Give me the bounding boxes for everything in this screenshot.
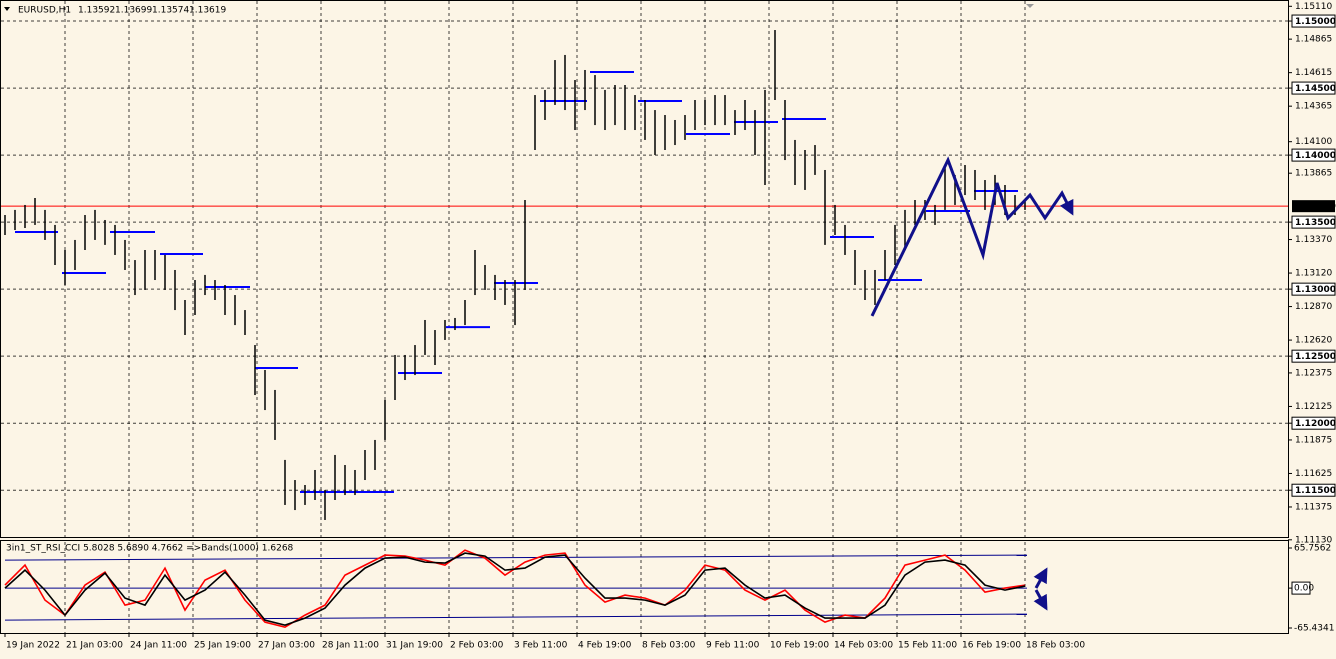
bid-box — [1292, 200, 1335, 213]
shift-marker — [1026, 4, 1034, 8]
x-tick-label: 4 Feb 19:00 — [578, 641, 632, 651]
y-tick-label-minor: 1.14100 — [1295, 137, 1332, 147]
y-tick-label-minor: 1.12620 — [1295, 336, 1332, 346]
y-tick-label: 1.14000 — [1295, 151, 1336, 161]
y-tick-label-minor: 1.14365 — [1295, 102, 1332, 112]
y-tick-label-minor: 1.14865 — [1295, 35, 1332, 45]
quote-close: 1.13619 — [189, 6, 226, 16]
x-tick-label: 14 Feb 03:00 — [834, 641, 893, 651]
indicator-title: 3in1_ST_RSI_CCI 5.8028 5.6890 4.7662 =>B… — [6, 544, 294, 554]
y-tick-label: 1.12500 — [1295, 352, 1336, 362]
y-tick-label-minor: 1.11625 — [1295, 469, 1332, 479]
y-tick-label-minor: 1.12125 — [1295, 402, 1332, 412]
x-tick-label: 19 Jan 2022 — [6, 641, 60, 651]
y-tick-box — [1291, 416, 1336, 430]
quote-open: 1.13592 — [78, 6, 115, 16]
y-tick-label-minor: 1.11130 — [1295, 535, 1332, 545]
oscillator-line — [4, 552, 1026, 626]
y-tick-label-minor: 1.11875 — [1295, 435, 1332, 445]
quote-low: 1.13574 — [152, 6, 189, 16]
indicator-y-tick-label: 0.00 — [1294, 584, 1314, 594]
indicator-y-tick-label: 65.7562 — [1294, 544, 1331, 554]
x-tick-label: 8 Feb 03:00 — [642, 641, 696, 651]
y-tick-label: 1.15000 — [1295, 17, 1336, 27]
y-tick-label-minor: 1.12870 — [1295, 302, 1332, 312]
x-tick-label: 16 Feb 19:00 — [962, 641, 1021, 651]
y-tick-label-minor: 1.15110 — [1295, 2, 1332, 12]
y-tick-label: 1.11500 — [1295, 486, 1336, 496]
arrow-down — [1033, 589, 1048, 611]
x-tick-label: 18 Feb 03:00 — [1026, 641, 1085, 651]
y-tick-box — [1291, 282, 1336, 296]
quote-high: 1.13699 — [115, 6, 152, 16]
bid-label: 1.13619 — [1295, 202, 1336, 212]
x-tick-label: 31 Jan 19:00 — [386, 641, 443, 651]
y-tick-label: 1.12000 — [1295, 419, 1336, 429]
y-tick-label-minor: 1.13370 — [1295, 235, 1332, 245]
x-tick-label: 24 Jan 11:00 — [130, 641, 187, 651]
x-tick-label: 25 Jan 19:00 — [194, 641, 251, 651]
band-line — [4, 613, 1028, 621]
y-tick-box — [1291, 14, 1336, 28]
symbol-title: EURUSD,H1 — [18, 6, 71, 16]
x-tick-label: 10 Feb 19:00 — [770, 641, 829, 651]
x-tick-label: 15 Feb 11:00 — [898, 641, 957, 651]
y-tick-box — [1291, 215, 1336, 229]
indicator-frame — [0, 540, 1289, 634]
y-tick-label-minor: 1.13865 — [1295, 169, 1332, 179]
indicator-tick-box — [1291, 581, 1311, 595]
x-tick-label: 3 Feb 11:00 — [514, 641, 568, 651]
y-tick-label: 1.13000 — [1295, 285, 1336, 295]
y-tick-label-minor: 1.12375 — [1295, 368, 1332, 378]
y-tick-box — [1291, 148, 1336, 162]
x-tick-label: 28 Jan 11:00 — [322, 641, 379, 651]
x-tick-label: 9 Feb 11:00 — [706, 641, 760, 651]
indicator-y-tick-label: -65.4341 — [1294, 624, 1334, 634]
y-tick-label-minor: 1.14615 — [1295, 68, 1332, 78]
arrow-up — [1033, 567, 1048, 589]
y-tick-label: 1.13500 — [1295, 218, 1336, 228]
y-tick-label-minor: 1.13120 — [1295, 269, 1332, 279]
main-frame — [0, 0, 1289, 538]
y-tick-box — [1291, 81, 1336, 95]
band-line — [4, 554, 1028, 561]
zigzag-line — [870, 156, 1074, 317]
x-tick-label: 21 Jan 03:00 — [66, 641, 123, 651]
x-tick-label: 2 Feb 03:00 — [450, 641, 504, 651]
y-tick-label: 1.14500 — [1295, 84, 1336, 94]
y-tick-label-minor: 1.11375 — [1295, 502, 1332, 512]
x-tick-label: 27 Jan 03:00 — [258, 641, 315, 651]
menu-triangle[interactable] — [4, 7, 10, 11]
y-tick-box — [1291, 483, 1336, 497]
y-tick-box — [1291, 349, 1336, 363]
